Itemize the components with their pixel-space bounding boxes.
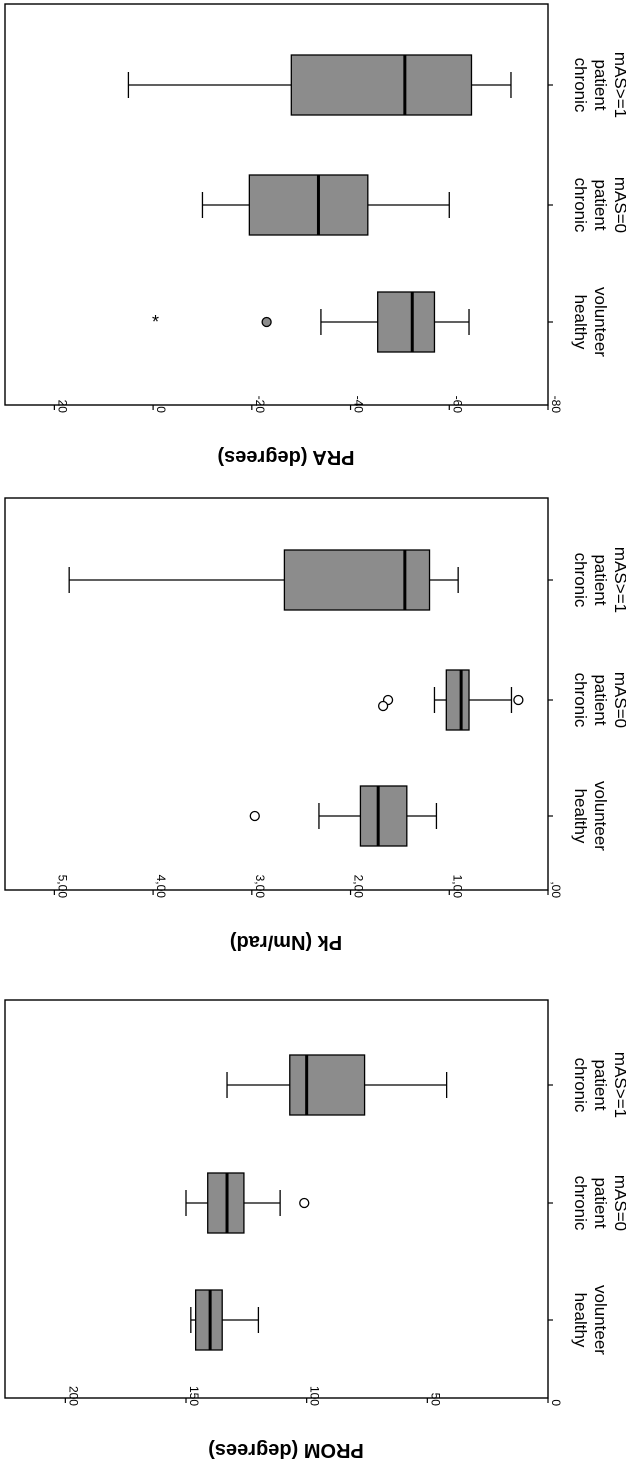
pk-plot-frame [4, 497, 549, 891]
category-label: mAS=0 [611, 177, 626, 233]
prom-panel: 0 50 100 150 200 PROM (degrees) healthy volunte… [4, 999, 626, 1461]
prom-ytick-label: 200 [66, 1386, 80, 1406]
prom-axis-title: PROM (degrees) [208, 1439, 364, 1461]
category-label: patient [591, 59, 610, 110]
category-label: patient [591, 674, 610, 725]
pk-ytick-label: 3,00 [253, 875, 267, 899]
prom-outlier [299, 1197, 310, 1209]
pk-ytick-label: 4,00 [154, 875, 168, 899]
category-label: chronic [571, 553, 590, 608]
pra-box [290, 54, 473, 116]
pra-extreme: * [152, 312, 159, 332]
prom-ytick-label: 0 [549, 1399, 563, 1406]
pra-ytick-label: -60 [450, 396, 464, 414]
category-label: mAS=0 [611, 1175, 626, 1231]
pk-ytick-label: 2,00 [352, 875, 366, 899]
pra-ytick-label: -80 [549, 396, 563, 414]
pra-ytick-label: -20 [253, 396, 267, 414]
category-label: patient [591, 554, 610, 605]
prom-plot-frame [4, 999, 549, 1399]
category-label: mAS>=1 [611, 547, 626, 613]
category-label: volunteer [591, 781, 610, 851]
category-label: healthy [571, 789, 590, 844]
category-label: patient [591, 1177, 610, 1228]
prom-box [289, 1054, 366, 1116]
category-label: mAS=0 [611, 672, 626, 728]
pk-axis-title: Pk (Nm/rad) [230, 931, 342, 953]
prom-ytick-label: 150 [187, 1386, 201, 1406]
category-label: volunteer [591, 287, 610, 357]
pra-panel: -80 -60 -40 -20 0 20 PRA (degrees) healthy volun… [4, 3, 626, 468]
category-label: patient [591, 1059, 610, 1110]
category-label: healthy [571, 1293, 590, 1348]
pk-ytick-label: 1,00 [450, 875, 464, 899]
pk-outlier [249, 810, 260, 822]
category-label: mAS>=1 [611, 52, 626, 118]
category-label: healthy [571, 295, 590, 350]
pk-outlier [377, 700, 389, 712]
pk-box [359, 785, 408, 847]
pra-box [377, 291, 436, 353]
pk-box [445, 669, 470, 731]
category-label: mAS>=1 [611, 1052, 626, 1118]
pk-ytick-label: ,00 [549, 881, 563, 898]
pra-axis-title: PRA (degrees) [217, 446, 354, 468]
pra-ytick-label: -40 [352, 396, 366, 414]
pra-ytick-label: 0 [154, 406, 168, 413]
category-label: patient [591, 179, 610, 230]
pra-outlier [261, 316, 272, 328]
prom-ytick-label: 50 [428, 1393, 442, 1407]
prom-ytick-label: 100 [308, 1386, 322, 1406]
pk-ytick-label: 5,00 [55, 875, 69, 899]
category-label: chronic [571, 178, 590, 233]
category-label: chronic [571, 673, 590, 728]
category-label: chronic [571, 1058, 590, 1113]
pra-box [248, 174, 369, 236]
pra-ytick-label: 20 [55, 400, 69, 414]
pk-outlier [513, 694, 524, 706]
category-label: chronic [571, 58, 590, 113]
category-label: chronic [571, 1176, 590, 1231]
category-label: volunteer [591, 1285, 610, 1355]
pk-panel: ,00 1,00 2,00 3,00 4,00 5,00 Pk (Nm/rad) health… [4, 497, 626, 953]
pk-box [283, 549, 431, 611]
